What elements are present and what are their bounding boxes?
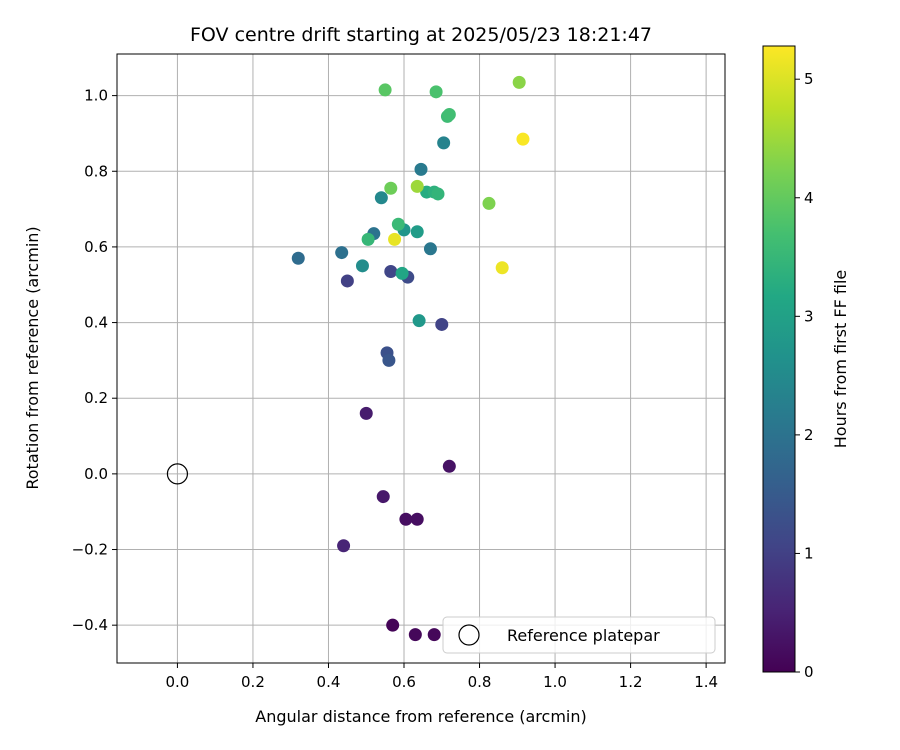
data-point — [414, 162, 428, 176]
y-axis-ticks: −0.4 −0.2 0.0 0.2 0.4 0.6 0.8 1.0 — [72, 87, 117, 634]
data-point — [378, 83, 392, 97]
data-point — [410, 512, 424, 526]
x-tick-label: 0.6 — [392, 673, 416, 691]
data-point — [376, 490, 390, 504]
data-point — [412, 314, 426, 328]
x-tick-label: 0.0 — [165, 673, 189, 691]
data-point — [410, 225, 424, 239]
legend-box — [442, 616, 716, 654]
y-tick-label: 0.2 — [84, 389, 108, 407]
colorbar-label: Hours from first FF file — [831, 270, 850, 449]
data-point — [429, 85, 443, 99]
data-point — [512, 75, 526, 89]
data-point — [359, 406, 373, 420]
y-tick-label: −0.4 — [72, 616, 108, 634]
x-axis-label: Angular distance from reference (arcmin) — [255, 707, 586, 726]
data-point — [388, 232, 402, 246]
y-tick-label: −0.2 — [72, 541, 108, 559]
data-point — [374, 191, 388, 205]
data-point — [335, 246, 349, 260]
data-point — [442, 459, 456, 473]
data-point — [384, 181, 398, 195]
colorbar-gradient — [762, 45, 796, 673]
data-point — [361, 232, 375, 246]
y-tick-label: 0.8 — [84, 162, 108, 180]
colorbar: 0 1 2 3 4 5 Hours from first FF file — [762, 45, 850, 681]
data-point — [482, 196, 496, 210]
axes-frame — [116, 53, 726, 664]
data-points — [291, 75, 530, 642]
x-axis-ticks: 0.0 0.2 0.4 0.6 0.8 1.0 1.2 1.4 — [165, 663, 718, 691]
legend-entry-reference-platepar: Reference platepar — [507, 626, 660, 645]
reference-marker-group — [166, 463, 189, 485]
data-point — [410, 179, 424, 193]
colorbar-tick-label: 5 — [804, 70, 814, 88]
data-point — [437, 136, 451, 150]
data-point — [399, 512, 413, 526]
colorbar-tick-label: 3 — [804, 307, 814, 325]
x-tick-label: 1.4 — [694, 673, 718, 691]
data-point — [355, 259, 369, 273]
colorbar-tick-label: 0 — [804, 663, 814, 681]
data-point — [442, 108, 456, 122]
reference-platepar-marker — [166, 463, 189, 485]
legend: Reference platepar — [442, 616, 716, 654]
colorbar-tick-label: 1 — [804, 544, 814, 562]
data-point — [384, 265, 398, 278]
data-point — [516, 132, 530, 146]
chart-title: FOV centre drift starting at 2025/05/23 … — [190, 24, 652, 46]
data-point — [386, 618, 400, 632]
data-point — [391, 217, 405, 231]
x-tick-label: 1.0 — [543, 673, 567, 691]
colorbar-ticks: 0 1 2 3 4 5 — [795, 70, 814, 681]
data-point — [291, 251, 305, 265]
data-point — [382, 353, 396, 367]
colorbar-tick-label: 4 — [804, 189, 814, 207]
y-tick-label: 1.0 — [84, 87, 108, 105]
data-point — [431, 187, 445, 201]
y-tick-label: 0.0 — [84, 465, 108, 483]
x-tick-label: 0.8 — [468, 673, 492, 691]
y-axis-label: Rotation from reference (arcmin) — [23, 226, 42, 489]
x-tick-label: 1.2 — [619, 673, 643, 691]
colorbar-tick-label: 2 — [804, 426, 814, 444]
data-point — [395, 266, 409, 280]
data-point — [423, 242, 437, 256]
data-point — [340, 274, 354, 288]
x-tick-label: 0.4 — [317, 673, 341, 691]
legend-reference-marker — [458, 624, 480, 646]
data-point — [337, 539, 351, 553]
y-tick-label: 0.4 — [84, 314, 108, 332]
data-point — [408, 628, 422, 642]
data-point — [495, 261, 509, 275]
data-point — [435, 317, 449, 331]
x-tick-label: 0.2 — [241, 673, 265, 691]
data-point — [427, 628, 441, 642]
y-tick-label: 0.6 — [84, 238, 108, 256]
